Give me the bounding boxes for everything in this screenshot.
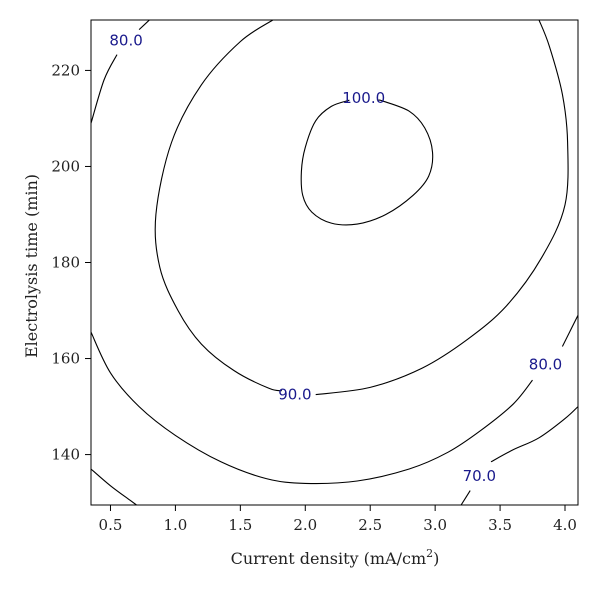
x-tick-label-3.5: 3.5 (488, 516, 512, 534)
x-tick-label-3.0: 3.0 (423, 516, 447, 534)
contour-line-70-4 (91, 468, 137, 505)
contour-line-80-2-b (138, 20, 150, 31)
contour-label-0: 100.0 (342, 89, 385, 107)
contour-line-80-3 (91, 331, 533, 485)
y-tick-label-200: 200 (51, 157, 80, 175)
y-tick-label-160: 160 (51, 350, 80, 368)
y-axis-title: Electrolysis time (min) (22, 174, 41, 358)
y-axis: 140 160 180 200 220 (51, 61, 91, 464)
contour-line-70-4-b (460, 490, 471, 505)
x-tick-label-4.0: 4.0 (553, 516, 577, 534)
contour-line-80-2 (91, 54, 118, 124)
x-axis-title: Current density (mA/cm2) (231, 547, 440, 568)
x-axis-title-text: Current density (mA/cm (231, 549, 427, 568)
contour-line-100-0 (300, 99, 434, 226)
x-tick-label-2.5: 2.5 (358, 516, 382, 534)
x-tick-label-1.5: 1.5 (228, 516, 252, 534)
contour-lines (91, 20, 578, 505)
contour-line-90-1 (154, 20, 282, 392)
contour-line-80-3-b (561, 315, 578, 347)
contour-label-4: 70.0 (463, 467, 496, 485)
contour-line-90-1-b (315, 20, 569, 396)
plot-frame (90, 19, 579, 506)
x-axis-title-superscript: 2 (426, 547, 433, 560)
x-tick-label-2.0: 2.0 (293, 516, 317, 534)
x-tick-label-1.0: 1.0 (163, 516, 187, 534)
contour-line-70-5 (490, 406, 578, 463)
y-tick-label-140: 140 (51, 446, 80, 464)
contour-label-3: 80.0 (529, 355, 562, 373)
x-tick-label-0.5: 0.5 (99, 516, 123, 534)
plot-area: 100.0 90.0 80.0 80.0 70.0 (90, 19, 579, 506)
x-axis-title-end: ) (433, 549, 439, 568)
contour-label-1: 90.0 (278, 386, 311, 404)
y-tick-label-220: 220 (51, 61, 80, 79)
x-axis: 0.5 1.0 1.5 2.0 2.5 3.0 3.5 4.0 (99, 505, 577, 534)
y-tick-label-180: 180 (51, 254, 80, 272)
contour-label-2: 80.0 (109, 32, 142, 50)
